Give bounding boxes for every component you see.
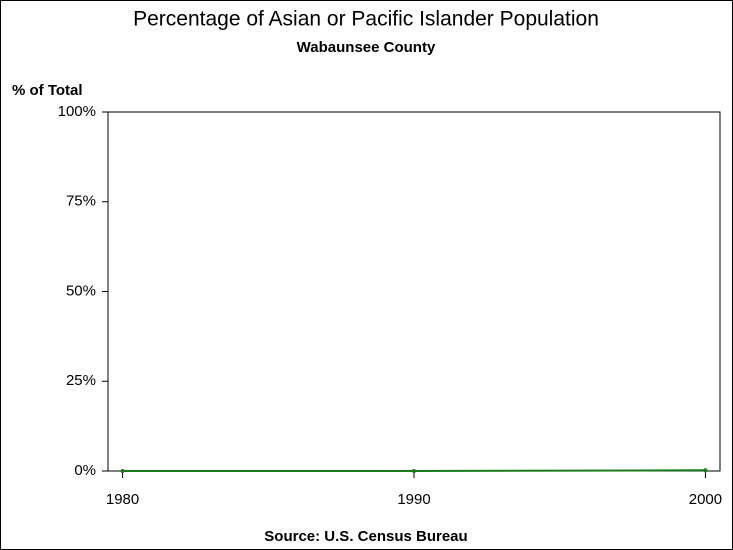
data-point bbox=[703, 468, 708, 473]
x-tick-label: 1990 bbox=[397, 491, 430, 508]
x-tick-label: 1980 bbox=[106, 491, 139, 508]
source-note: Source: U.S. Census Bureau bbox=[264, 528, 467, 545]
y-tick-label: 25% bbox=[66, 372, 96, 389]
y-tick-label: 0% bbox=[74, 462, 96, 479]
y-tick-label: 50% bbox=[66, 282, 96, 299]
chart-title: Percentage of Asian or Pacific Islander … bbox=[133, 8, 599, 31]
x-tick-label: 2000 bbox=[689, 491, 722, 508]
y-tick-label: 100% bbox=[58, 103, 96, 120]
data-point bbox=[120, 469, 125, 473]
chart-subtitle: Wabaunsee County bbox=[297, 39, 436, 56]
y-axis-label: % of Total bbox=[12, 82, 83, 99]
data-point bbox=[412, 469, 416, 473]
y-tick-label: 75% bbox=[66, 193, 96, 210]
